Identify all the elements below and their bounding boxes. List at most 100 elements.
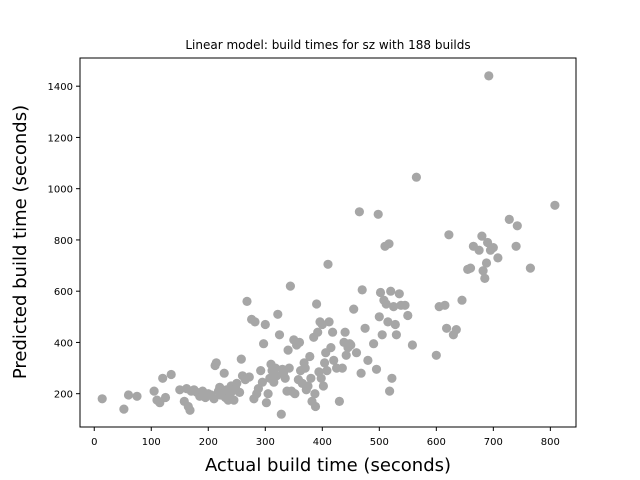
data-point (373, 209, 383, 219)
data-point (261, 398, 271, 408)
data-point (384, 239, 394, 249)
data-point (270, 363, 281, 373)
data-point (346, 340, 356, 350)
data-point (356, 368, 366, 378)
data-point (284, 363, 294, 373)
data-point (386, 286, 396, 296)
data-point (97, 394, 107, 404)
x-tick-label: 500 (370, 437, 389, 448)
data-point (451, 325, 461, 335)
data-point (377, 330, 387, 340)
data-point (400, 300, 410, 310)
y-axis-title: Predicted build time (seconds) (10, 105, 31, 379)
data-point (285, 281, 295, 291)
data-point (354, 207, 364, 217)
data-point (229, 395, 239, 405)
plot-frame (79, 57, 577, 428)
data-point (474, 245, 484, 255)
data-point (480, 273, 490, 283)
data-point (391, 330, 401, 340)
data-point (256, 366, 266, 376)
data-point (259, 339, 269, 349)
data-point (316, 373, 326, 383)
data-point (166, 369, 176, 380)
x-tick-label: 600 (427, 437, 446, 448)
data-point (385, 386, 395, 396)
data-point (431, 350, 441, 360)
y-tick-label: 1200 (48, 133, 73, 144)
data-point (320, 358, 330, 368)
data-point (235, 387, 245, 397)
points-layer (97, 71, 560, 419)
y-axis-ticks: 200 400 600 800 1000 1200 1400 (48, 82, 80, 401)
data-point (310, 389, 320, 399)
y-tick-label: 400 (54, 338, 73, 349)
data-point (119, 404, 129, 414)
data-point (250, 317, 260, 327)
data-point (484, 71, 494, 81)
y-tick-label: 800 (54, 236, 73, 247)
data-point (175, 385, 185, 395)
data-point (303, 381, 313, 391)
data-point (363, 355, 373, 365)
data-point (369, 339, 379, 349)
data-point (329, 355, 339, 365)
data-point (318, 381, 328, 391)
chart-title: Linear model: build times for sz with 18… (185, 38, 470, 52)
data-point (324, 317, 334, 327)
data-point (478, 266, 488, 276)
data-point (442, 323, 452, 333)
data-point (389, 302, 399, 312)
data-point (444, 230, 454, 240)
data-point (328, 327, 338, 337)
data-point (403, 310, 413, 321)
data-point (290, 389, 300, 399)
data-point (257, 377, 267, 387)
data-point (411, 172, 421, 182)
data-point (351, 348, 362, 358)
data-point (132, 391, 142, 401)
data-point (323, 259, 333, 269)
data-point (322, 366, 332, 376)
data-point (407, 340, 417, 350)
data-point (273, 309, 283, 319)
data-point (493, 253, 503, 263)
data-point (260, 319, 270, 330)
data-point (312, 299, 322, 309)
x-axis-ticks: 0 100 200 300 400 500 600 700 800 (91, 427, 560, 448)
x-axis-title: Actual build time (seconds) (205, 455, 451, 476)
data-point (185, 405, 195, 415)
data-point (313, 327, 323, 337)
data-point (511, 241, 521, 251)
data-point (326, 343, 336, 353)
data-point (375, 287, 386, 298)
data-point (381, 299, 391, 309)
data-point (160, 392, 171, 403)
data-point (504, 214, 514, 224)
data-point (390, 319, 400, 330)
data-point (211, 358, 221, 368)
data-point (274, 330, 285, 340)
data-point (394, 289, 404, 299)
data-point (263, 389, 273, 399)
data-point (488, 243, 498, 253)
data-point (244, 372, 254, 382)
data-point (334, 396, 344, 406)
data-point (357, 285, 367, 295)
data-point (525, 263, 536, 273)
data-point (283, 345, 293, 355)
data-point (300, 363, 310, 373)
data-point (158, 373, 168, 383)
data-point (306, 373, 316, 383)
data-point (337, 363, 347, 373)
data-point (481, 258, 492, 268)
data-point (236, 354, 246, 364)
data-point (387, 373, 397, 383)
y-tick-label: 1000 (48, 185, 73, 196)
data-point (360, 323, 370, 333)
data-point (440, 300, 450, 310)
y-tick-label: 600 (54, 287, 73, 298)
data-point (512, 221, 522, 231)
data-point (209, 394, 219, 404)
